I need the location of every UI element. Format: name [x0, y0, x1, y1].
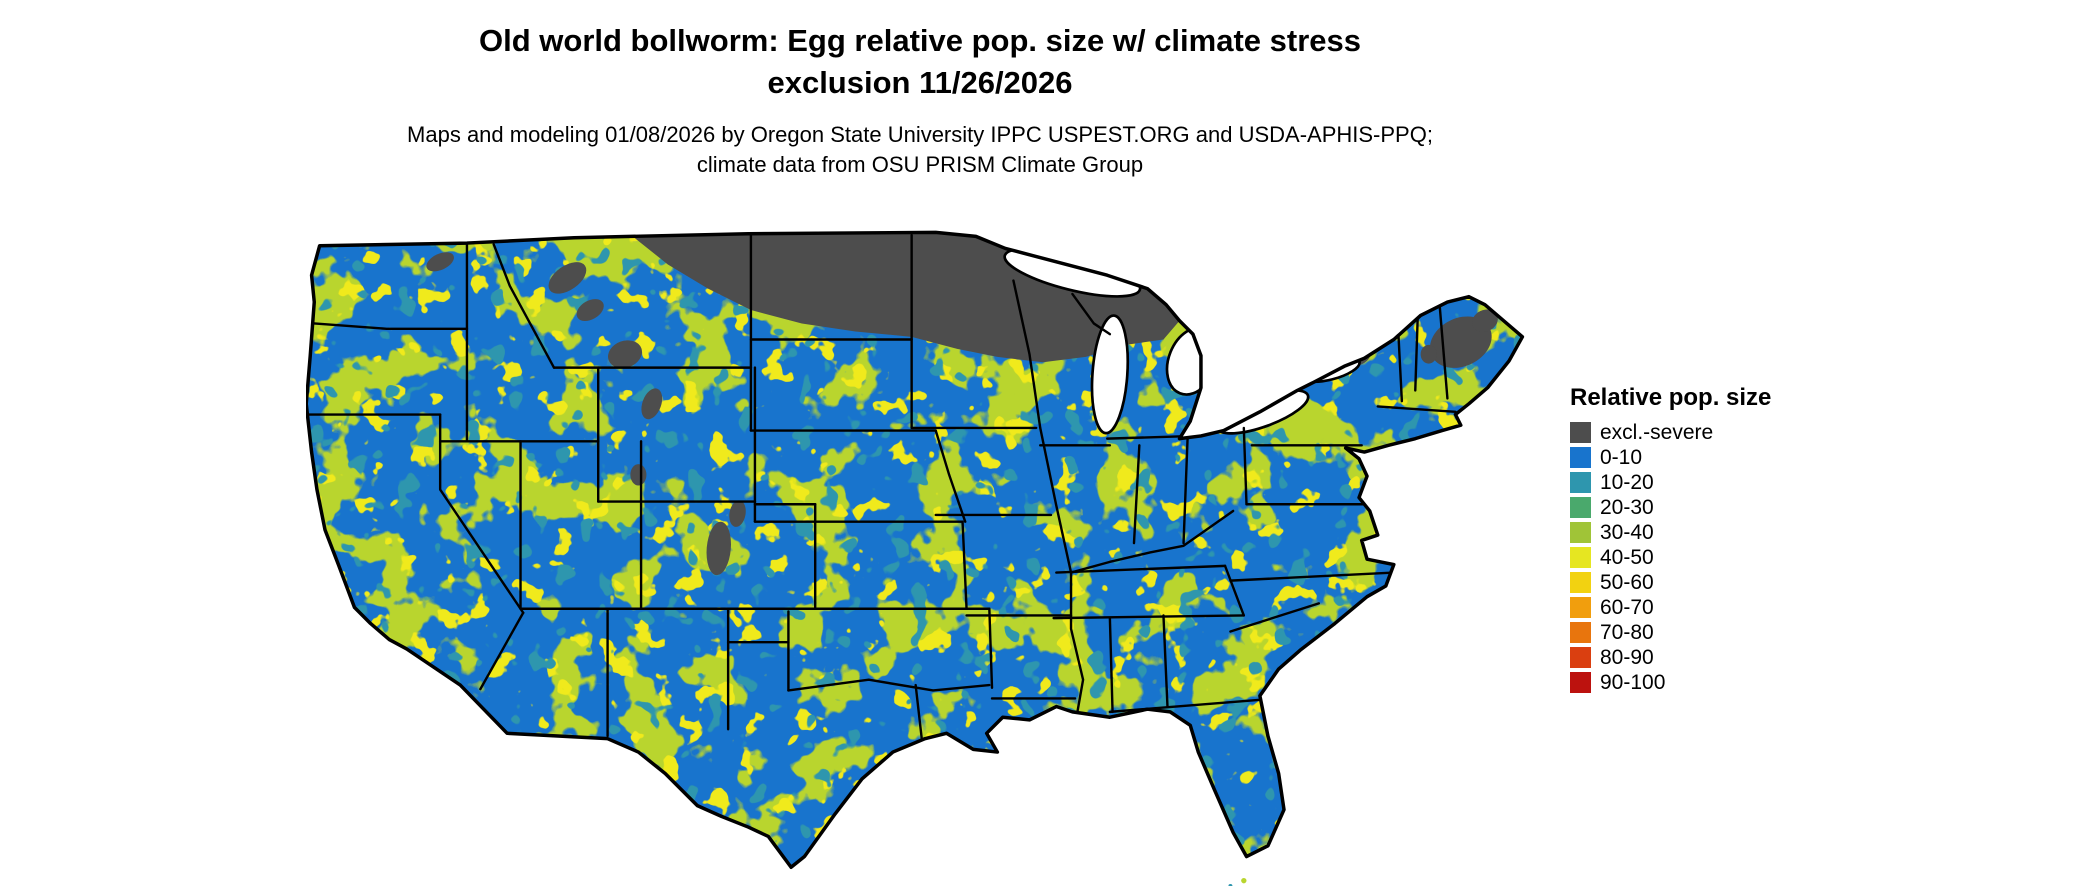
legend-row: 90-100 — [1570, 672, 1771, 693]
legend-swatch — [1570, 447, 1591, 468]
map-container — [304, 227, 1528, 889]
legend-swatch — [1570, 597, 1591, 618]
map-subtitle: Maps and modeling 01/08/2026 by Oregon S… — [407, 121, 1433, 178]
legend-row: excl.-severe — [1570, 422, 1771, 443]
lake-michigan-shape — [1090, 314, 1130, 435]
legend-label: 10-20 — [1600, 471, 1654, 494]
legend-label: 80-90 — [1600, 646, 1654, 669]
legend-row: 60-70 — [1570, 597, 1771, 618]
legend-row: 40-50 — [1570, 547, 1771, 568]
legend-label: 20-30 — [1600, 496, 1654, 519]
legend-row: 30-40 — [1570, 522, 1771, 543]
legend: Relative pop. size excl.-severe 0-10 10-… — [1570, 384, 1771, 697]
legend-row: 50-60 — [1570, 572, 1771, 593]
legend-label: excl.-severe — [1600, 421, 1714, 444]
legend-swatch — [1570, 647, 1591, 668]
legend-swatch — [1570, 472, 1591, 493]
header: Old world bollworm: Egg relative pop. si… — [0, 20, 1840, 181]
legend-row: 0-10 — [1570, 447, 1771, 468]
legend-title: Relative pop. size — [1570, 384, 1772, 411]
state-borders — [307, 232, 1457, 746]
legend-label: 50-60 — [1600, 571, 1654, 594]
legend-swatch — [1570, 622, 1591, 643]
legend-swatch — [1570, 422, 1591, 443]
legend-label: 90-100 — [1600, 671, 1666, 694]
legend-label: 70-80 — [1600, 621, 1654, 644]
legend-row: 20-30 — [1570, 497, 1771, 518]
legend-swatch — [1570, 672, 1591, 693]
legend-row: 80-90 — [1570, 647, 1771, 668]
legend-swatch — [1570, 572, 1591, 593]
legend-row: 70-80 — [1570, 622, 1771, 643]
legend-label: 60-70 — [1600, 596, 1654, 619]
legend-swatch — [1570, 522, 1591, 543]
legend-swatch — [1570, 547, 1591, 568]
us-map — [304, 230, 1525, 889]
legend-row: 10-20 — [1570, 472, 1771, 493]
map-outline — [304, 230, 1525, 869]
florida-keys — [1228, 877, 1247, 889]
legend-label: 30-40 — [1600, 521, 1654, 544]
map-title: Old world bollworm: Egg relative pop. si… — [479, 23, 1361, 100]
legend-label: 40-50 — [1600, 546, 1654, 569]
legend-label: 0-10 — [1600, 446, 1643, 469]
legend-swatch — [1570, 497, 1591, 518]
